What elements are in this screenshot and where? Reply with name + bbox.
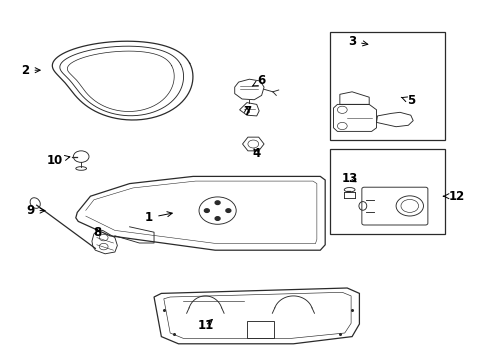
Text: 5: 5 — [401, 94, 414, 107]
Bar — [329, 32, 444, 140]
Text: 7: 7 — [243, 105, 250, 118]
Text: 2: 2 — [21, 64, 40, 77]
Bar — [329, 149, 444, 234]
Text: 12: 12 — [443, 190, 465, 203]
Bar — [246, 321, 273, 338]
Circle shape — [204, 209, 209, 212]
Text: 4: 4 — [252, 147, 260, 159]
Circle shape — [215, 201, 220, 204]
Text: 8: 8 — [94, 226, 102, 239]
Text: 13: 13 — [341, 172, 357, 185]
Text: 11: 11 — [197, 319, 213, 332]
Text: 10: 10 — [46, 154, 70, 167]
Text: 3: 3 — [347, 35, 367, 48]
Text: 6: 6 — [252, 75, 265, 87]
Text: 1: 1 — [145, 211, 172, 224]
Circle shape — [225, 209, 230, 212]
Circle shape — [215, 217, 220, 220]
Text: 9: 9 — [26, 204, 45, 217]
